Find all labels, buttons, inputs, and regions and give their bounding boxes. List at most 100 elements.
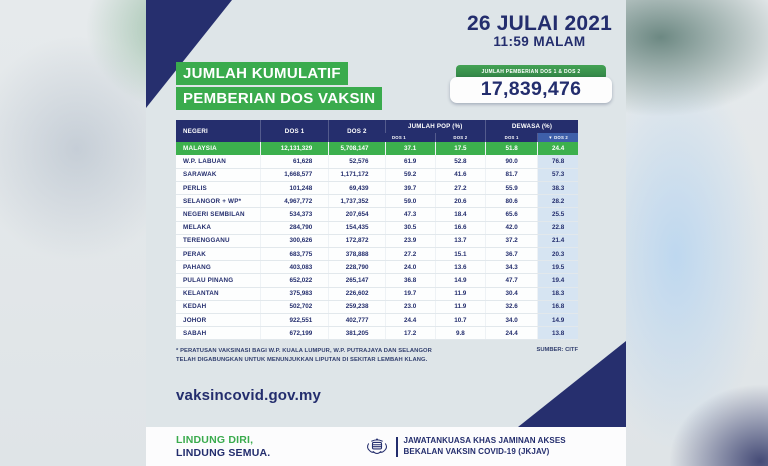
total-doses-label: JUMLAH PEMBERIAN DOS 1 & DOS 2 xyxy=(456,65,606,80)
value-cell: 381,205 xyxy=(328,326,385,341)
table-row: SARAWAK 1,668,577 1,171,172 59.2 41.6 81.7 57.… xyxy=(176,168,578,183)
value-cell: 61,628 xyxy=(259,155,329,169)
value-cell: 14.9 xyxy=(537,313,578,328)
total-doses-value: 17,839,476 xyxy=(450,76,612,103)
subcol-dewasa-dos2-sorted: ▼ DOS 2 xyxy=(537,133,578,142)
value-cell: 16.8 xyxy=(537,300,578,314)
tagline: LINDUNG DIRI, LINDUNG SEMUA. xyxy=(176,434,270,459)
org-text: JAWATANKUASA KHAS JAMINAN AKSES BEKALAN … xyxy=(404,436,566,457)
state-name: MELAKA xyxy=(176,221,261,235)
value-cell: 30.4 xyxy=(484,287,538,301)
value-cell: 502,702 xyxy=(259,300,329,314)
page-title-line2: PEMBERIAN DOS VAKSIN xyxy=(176,87,383,110)
table-row: SABAH 672,199 381,205 17.2 9.8 24.4 13.8 xyxy=(176,326,578,341)
value-cell: 13.8 xyxy=(537,326,578,341)
col-header-dos2: DOS 2 xyxy=(328,120,385,142)
col-header-dos1: DOS 1 xyxy=(259,120,329,142)
table-header: NEGERI DOS 1 DOS 2 JUMLAH POP (%) DEWASA… xyxy=(176,120,578,142)
value-cell: 23.9 xyxy=(384,234,436,249)
value-cell: 47.3 xyxy=(384,207,436,222)
value-cell: 18.3 xyxy=(537,287,578,301)
page-title-line1: JUMLAH KUMULATIF xyxy=(176,62,348,85)
value-cell: 300,626 xyxy=(259,234,329,249)
value-cell: 5,708,147 xyxy=(328,142,385,156)
value-cell: 57.3 xyxy=(537,168,578,183)
value-cell: 61.9 xyxy=(384,155,436,169)
table-row: KELANTAN 375,983 226,602 19.7 11.9 30.4 18.3 xyxy=(176,287,578,301)
col-group-dewasa: DEWASA (%) xyxy=(485,120,578,133)
value-cell: 259,238 xyxy=(328,300,385,314)
state-name: PERAK xyxy=(176,247,261,262)
value-cell: 28.2 xyxy=(537,194,578,209)
table-row-malaysia: MALAYSIA 12,131,329 5,708,147 37.1 17.5 51.8 2… xyxy=(176,142,578,156)
value-cell: 37.2 xyxy=(484,234,538,249)
value-cell: 284,790 xyxy=(259,221,329,235)
table-header-main-row: NEGERI DOS 1 DOS 2 JUMLAH POP (%) DEWASA… xyxy=(176,120,578,142)
col-group-jumlah-pop: JUMLAH POP (%) xyxy=(384,120,486,133)
table-row: W.P. LABUAN 61,628 52,576 61.9 52.8 90.0 76.8 xyxy=(176,155,578,169)
value-cell: 52.8 xyxy=(434,155,486,169)
page-title: JUMLAH KUMULATIF PEMBERIAN DOS VAKSIN xyxy=(176,62,383,110)
value-cell: 23.0 xyxy=(384,300,436,314)
value-cell: 534,373 xyxy=(259,207,329,222)
value-cell: 402,777 xyxy=(328,313,385,328)
state-name: KELANTAN xyxy=(176,287,261,301)
value-cell: 17.5 xyxy=(434,142,486,156)
value-cell: 36.7 xyxy=(484,247,538,262)
state-name: W.P. LABUAN xyxy=(176,155,261,169)
source-label: SUMBER: CITF xyxy=(536,347,578,353)
value-cell: 81.7 xyxy=(484,168,538,183)
malaysia-coat-of-arms-logo xyxy=(366,437,388,454)
vaccination-table: NEGERI DOS 1 DOS 2 JUMLAH POP (%) DEWASA… xyxy=(176,120,578,341)
value-cell: 39.7 xyxy=(384,181,436,196)
value-cell: 11.9 xyxy=(434,300,486,314)
table-row: PAHANG 403,083 228,790 24.0 13.6 34.3 19.5 xyxy=(176,260,578,275)
value-cell: 14.9 xyxy=(434,273,486,288)
org-line2: BEKALAN VAKSIN COVID-19 (JKJAV) xyxy=(403,446,550,456)
value-cell: 18.4 xyxy=(434,207,486,222)
state-name: SELANGOR + WP* xyxy=(176,194,261,209)
value-cell: 52,576 xyxy=(328,155,385,169)
table-row: SELANGOR + WP* 4,967,772 1,737,352 59.0 20.6… xyxy=(176,194,578,209)
value-cell: 27.2 xyxy=(434,181,486,196)
value-cell: 9.8 xyxy=(434,326,486,341)
value-cell: 17.2 xyxy=(384,326,436,341)
org-line1: JAWATANKUASA KHAS JAMINAN AKSES xyxy=(403,436,566,446)
date-block: 26 JULAI 2021 11:59 MALAM xyxy=(467,12,612,49)
website-url: vaksincovid.gov.my xyxy=(176,387,322,404)
value-cell: 42.0 xyxy=(484,221,538,235)
state-name: JOHOR xyxy=(176,313,261,328)
state-name: MALAYSIA xyxy=(176,142,261,156)
table-row: PERAK 683,775 378,888 27.2 15.1 36.7 20.3 xyxy=(176,247,578,262)
value-cell: 101,248 xyxy=(259,181,329,196)
table-header-sub-row: DOS 1 DOS 2 DOS 1 ▼ DOS 2 xyxy=(176,133,578,142)
table-row: PULAU PINANG 652,022 265,147 36.8 14.9 47.7 19… xyxy=(176,273,578,288)
report-date: 26 JULAI 2021 xyxy=(466,12,612,35)
value-cell: 59.2 xyxy=(384,168,436,183)
value-cell: 36.8 xyxy=(384,273,436,288)
value-cell: 19.7 xyxy=(384,287,436,301)
footnote-line1: * PERATUSAN VAKSINASI BAGI W.P. KUALA LU… xyxy=(176,348,432,354)
state-name: SABAH xyxy=(176,326,261,341)
value-cell: 90.0 xyxy=(484,155,538,169)
value-cell: 16.6 xyxy=(434,221,486,235)
value-cell: 47.7 xyxy=(484,273,538,288)
state-name: TERENGGANU xyxy=(176,234,261,249)
value-cell: 265,147 xyxy=(328,273,385,288)
subcol-dewasa-dos1: DOS 1 xyxy=(484,133,538,142)
value-cell: 24.4 xyxy=(537,142,578,156)
value-cell: 27.2 xyxy=(384,247,436,262)
report-time: 11:59 MALAM xyxy=(493,34,586,49)
value-cell: 32.6 xyxy=(484,300,538,314)
value-cell: 652,022 xyxy=(259,273,329,288)
footnote-line2: TELAH DIGABUNGKAN UNTUK MENUNJUKKAN LIPU… xyxy=(176,356,428,363)
subcol-pop-dos1: DOS 1 xyxy=(385,133,436,142)
jkjav-org-block: JAWATANKUASA KHAS JAMINAN AKSES BEKALAN … xyxy=(364,427,566,466)
value-cell: 672,199 xyxy=(259,326,329,341)
footnote: * PERATUSAN VAKSINASI BAGI W.P. KUALA LU… xyxy=(176,347,578,365)
infographic-card: 26 JULAI 2021 11:59 MALAM JUMLAH KUMULAT… xyxy=(146,0,626,466)
org-divider xyxy=(396,436,398,457)
value-cell: 226,602 xyxy=(328,287,385,301)
table-row: KEDAH 502,702 259,238 23.0 11.9 32.6 16.8 xyxy=(176,300,578,314)
value-cell: 10.7 xyxy=(434,313,486,328)
